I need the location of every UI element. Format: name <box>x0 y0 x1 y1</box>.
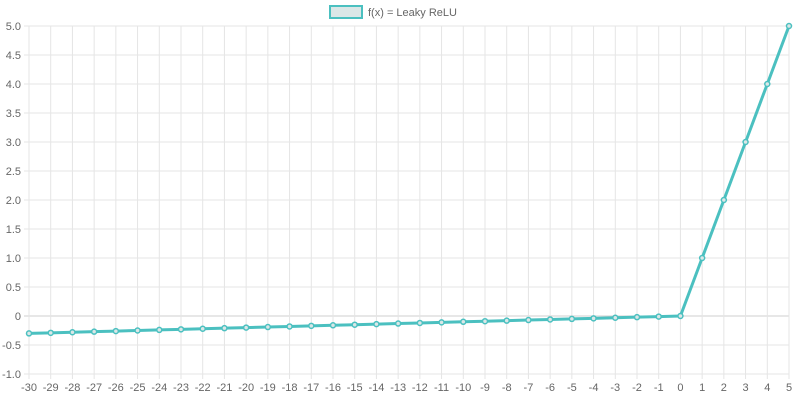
y-tick-label: -0.5 <box>2 340 21 352</box>
y-tick-label: 5.0 <box>6 21 21 33</box>
data-point[interactable] <box>698 254 706 262</box>
data-point[interactable] <box>286 323 293 330</box>
legend[interactable]: f(x) = Leaky ReLU <box>329 5 457 19</box>
x-tick-label: -9 <box>480 382 490 394</box>
x-tick-label: 1 <box>699 382 705 394</box>
grid <box>24 25 790 379</box>
data-point[interactable] <box>394 320 402 327</box>
data-point[interactable] <box>546 316 554 323</box>
x-tick-label: -19 <box>260 382 276 394</box>
x-tick-label: -16 <box>325 382 341 394</box>
x-tick-label: 4 <box>764 382 770 394</box>
x-tick-label: -20 <box>238 382 254 394</box>
data-point[interactable] <box>329 322 337 329</box>
x-tick-label: 5 <box>786 382 792 394</box>
x-tick-label: -28 <box>64 382 80 394</box>
y-tick-label: 0.5 <box>6 282 21 294</box>
x-tick-label: -5 <box>567 382 577 394</box>
x-axis-ticks: -30 -29 -28 -27 -26 -25 -24 -23 -22 -21 -20 -19 -18-… <box>21 382 792 394</box>
x-tick-label: -3 <box>610 382 620 394</box>
x-tick-label: -25 <box>130 382 146 394</box>
y-tick-label: 4.5 <box>6 50 21 62</box>
y-tick-label: 3.0 <box>6 137 21 149</box>
x-tick-label: -21 <box>216 382 232 394</box>
y-tick-label: 1.0 <box>6 253 21 265</box>
y-tick-label: 4.0 <box>6 79 21 91</box>
data-point[interactable] <box>590 315 597 322</box>
data-point[interactable] <box>69 328 76 336</box>
data-point[interactable] <box>438 319 445 326</box>
x-tick-label: -17 <box>303 382 319 394</box>
data-point[interactable] <box>25 330 33 337</box>
data-point[interactable] <box>242 324 250 331</box>
x-tick-label: -13 <box>390 382 406 394</box>
data-point[interactable] <box>47 329 54 337</box>
x-tick-label: -7 <box>524 382 534 394</box>
x-tick-label: -10 <box>455 382 471 394</box>
series-leaky-relu <box>25 22 793 337</box>
x-tick-label: -6 <box>545 382 555 394</box>
data-point[interactable] <box>764 80 771 88</box>
x-tick-label: -26 <box>108 382 124 394</box>
data-point[interactable] <box>351 321 358 328</box>
legend-swatch <box>329 5 363 19</box>
x-tick-label: -11 <box>434 382 449 394</box>
data-point[interactable] <box>568 315 576 323</box>
data-point[interactable] <box>177 326 185 333</box>
x-tick-label: -4 <box>589 382 599 394</box>
data-point[interactable] <box>481 317 489 325</box>
x-tick-label: -22 <box>195 382 211 394</box>
data-point[interactable] <box>742 138 749 146</box>
data-point[interactable] <box>416 319 424 327</box>
data-point[interactable] <box>134 327 141 334</box>
data-point[interactable] <box>112 327 120 335</box>
data-point[interactable] <box>655 313 662 320</box>
x-tick-label: -30 <box>21 382 37 394</box>
y-tick-label: -1.0 <box>2 369 21 381</box>
x-tick-label: 2 <box>721 382 727 394</box>
x-tick-label: -14 <box>368 382 384 394</box>
data-point[interactable] <box>199 325 206 333</box>
y-tick-label: 2.5 <box>6 166 21 178</box>
x-tick-label: 0 <box>677 382 683 394</box>
y-axis-ticks: 5.0 4.5 4.0 3.5 3.0 2.5 2.0 1.5 1.0 0.5 0 -0.5 -1.0 <box>2 21 21 381</box>
data-point[interactable] <box>633 313 641 321</box>
x-tick-label: -1 <box>654 382 664 394</box>
x-tick-label: -12 <box>412 382 428 394</box>
legend-label: f(x) = Leaky ReLU <box>368 7 457 19</box>
x-tick-label: 3 <box>743 382 749 394</box>
series-line <box>28 25 791 335</box>
x-tick-label: -24 <box>151 382 167 394</box>
data-point[interactable] <box>221 324 228 332</box>
x-tick-label: -18 <box>282 382 298 394</box>
data-point[interactable] <box>460 318 467 326</box>
x-tick-label: -2 <box>632 382 642 394</box>
data-point[interactable] <box>90 328 98 335</box>
y-tick-label: 0 <box>15 311 21 323</box>
data-point[interactable] <box>785 22 793 30</box>
x-tick-label: -8 <box>502 382 512 394</box>
y-tick-label: 2.0 <box>6 195 21 207</box>
y-tick-label: 3.5 <box>6 108 21 120</box>
data-point[interactable] <box>308 322 315 330</box>
y-tick-label: 1.5 <box>6 224 21 236</box>
data-point[interactable] <box>503 317 510 324</box>
data-point[interactable] <box>156 326 163 334</box>
data-point[interactable] <box>612 314 619 321</box>
data-point[interactable] <box>525 316 532 324</box>
x-tick-label: -23 <box>173 382 189 394</box>
data-point[interactable] <box>264 323 272 331</box>
x-tick-label: -29 <box>43 382 59 394</box>
x-tick-label: -27 <box>86 382 102 394</box>
data-point[interactable] <box>373 320 380 328</box>
data-point[interactable] <box>720 196 728 204</box>
data-point[interactable] <box>677 312 684 320</box>
x-tick-label: -15 <box>347 382 363 394</box>
